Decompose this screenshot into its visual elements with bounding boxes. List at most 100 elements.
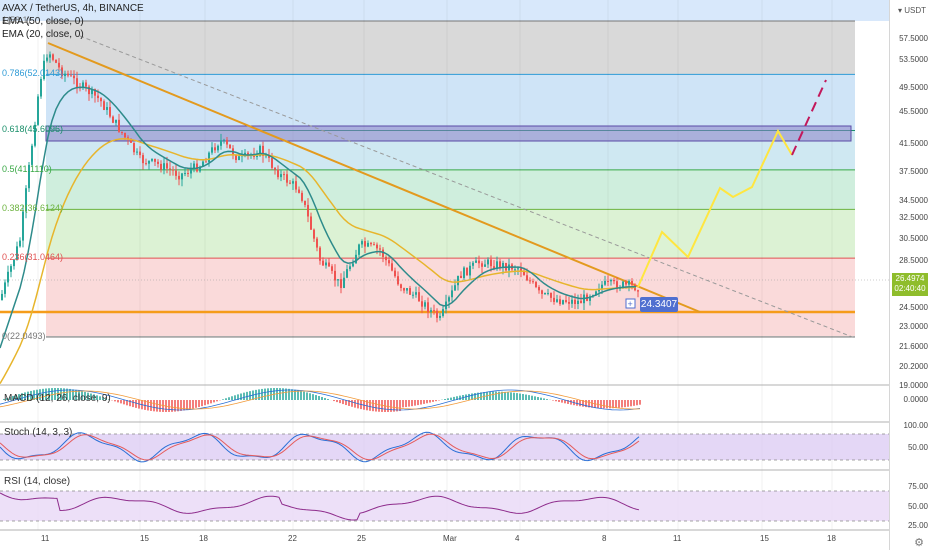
candle (103, 101, 105, 110)
macd-bar (498, 391, 500, 400)
macd-bar (492, 391, 494, 400)
candle (460, 275, 462, 279)
ema20-legend[interactable]: EMA (20, close, 0) (2, 29, 84, 40)
currency-label[interactable]: ▾ USDT (897, 6, 926, 15)
candle (28, 164, 30, 189)
macd-bar (264, 388, 266, 400)
candle (598, 289, 600, 292)
macd-bar (531, 395, 533, 400)
price-tag[interactable]: 24.3407 (640, 297, 678, 312)
macd-bar (171, 400, 173, 412)
macd-bar (237, 394, 239, 400)
macd-bar (321, 396, 323, 400)
candle (247, 152, 249, 155)
time-axis-label: 15 (140, 534, 149, 543)
macd-bar (468, 393, 470, 400)
candle (25, 188, 27, 212)
macd-bar (459, 395, 461, 400)
purple-zone[interactable] (45, 125, 852, 142)
fib-band (0, 0, 890, 21)
candle (463, 267, 465, 279)
candle (367, 242, 369, 247)
macd-bar (576, 400, 578, 406)
candle (502, 262, 504, 268)
candle (85, 82, 87, 87)
gear-icon[interactable]: ⚙ (914, 537, 924, 549)
candle (397, 276, 399, 285)
macd-bar (522, 394, 524, 400)
candle (478, 260, 480, 264)
candle (529, 280, 531, 282)
price-axis-label: 37.5000 (899, 167, 928, 176)
candle (358, 244, 360, 255)
macd-legend[interactable]: MACD (12, 26, close, 9) (4, 393, 111, 404)
macd-bar (15, 395, 17, 400)
candle (514, 269, 516, 271)
macd-bar (60, 388, 62, 400)
candle (142, 155, 144, 164)
candle (94, 89, 96, 96)
macd-signal-line (0, 390, 641, 410)
candle (181, 173, 183, 180)
candle (157, 161, 159, 164)
macd-bar (144, 400, 146, 410)
macd-bar (516, 393, 518, 400)
candle (427, 302, 429, 313)
candle (259, 145, 261, 156)
candle (454, 285, 456, 291)
macd-line (0, 389, 641, 411)
macd-bar (153, 400, 155, 412)
fib-level-label: 0(22.0493) (2, 331, 46, 341)
macd-bar (615, 400, 617, 409)
macd-bar (168, 400, 170, 412)
macd-bar (216, 400, 218, 402)
macd-bar (300, 390, 302, 400)
macd-bar (147, 400, 149, 411)
price-axis-label: 28.5000 (899, 256, 928, 265)
projection-line[interactable] (637, 128, 793, 288)
candle (517, 268, 519, 270)
macd-bar (324, 397, 326, 400)
trendline[interactable] (47, 42, 701, 313)
macd-bar (339, 400, 341, 404)
macd-bar (525, 394, 527, 400)
macd-bar (108, 399, 110, 400)
time-axis-label: 8 (602, 534, 607, 543)
candle (43, 60, 45, 79)
symbol-title[interactable]: AVAX / TetherUS, 4h, BINANCE (2, 3, 144, 14)
macd-bar (501, 391, 503, 400)
candle (280, 174, 282, 178)
candle (163, 163, 165, 170)
macd-bar (87, 392, 89, 400)
crosshair-plus-icon[interactable] (625, 298, 636, 309)
macd-bar (213, 400, 215, 403)
macd-bar (489, 391, 491, 400)
candle (31, 145, 33, 165)
macd-bar (375, 400, 377, 412)
macd-bar (558, 400, 560, 402)
time-axis-label: 4 (515, 534, 520, 543)
macd-bar (90, 393, 92, 400)
candle (67, 73, 69, 76)
macd-bar (303, 391, 305, 400)
price-axis-label: 49.5000 (899, 83, 928, 92)
macd-bar (381, 400, 383, 412)
candle (100, 98, 102, 102)
candle (283, 174, 285, 176)
candle (523, 271, 525, 276)
price-axis-label: 53.5000 (899, 55, 928, 64)
ema50-legend[interactable]: EMA (50, close, 0) (2, 16, 84, 27)
candle (628, 280, 630, 285)
candle (388, 260, 390, 264)
macd-bar (69, 388, 71, 400)
candle (214, 147, 216, 151)
price-axis-label: 19.0000 (899, 381, 928, 390)
macd-bar (294, 389, 296, 400)
dashed-trendline[interactable] (79, 35, 856, 339)
candle (559, 299, 561, 305)
rsi-legend[interactable]: RSI (14, close) (4, 476, 71, 487)
stoch-legend[interactable]: Stoch (14, 3, 3) (4, 427, 73, 438)
candle (217, 145, 219, 151)
projection-dash[interactable] (791, 79, 827, 156)
